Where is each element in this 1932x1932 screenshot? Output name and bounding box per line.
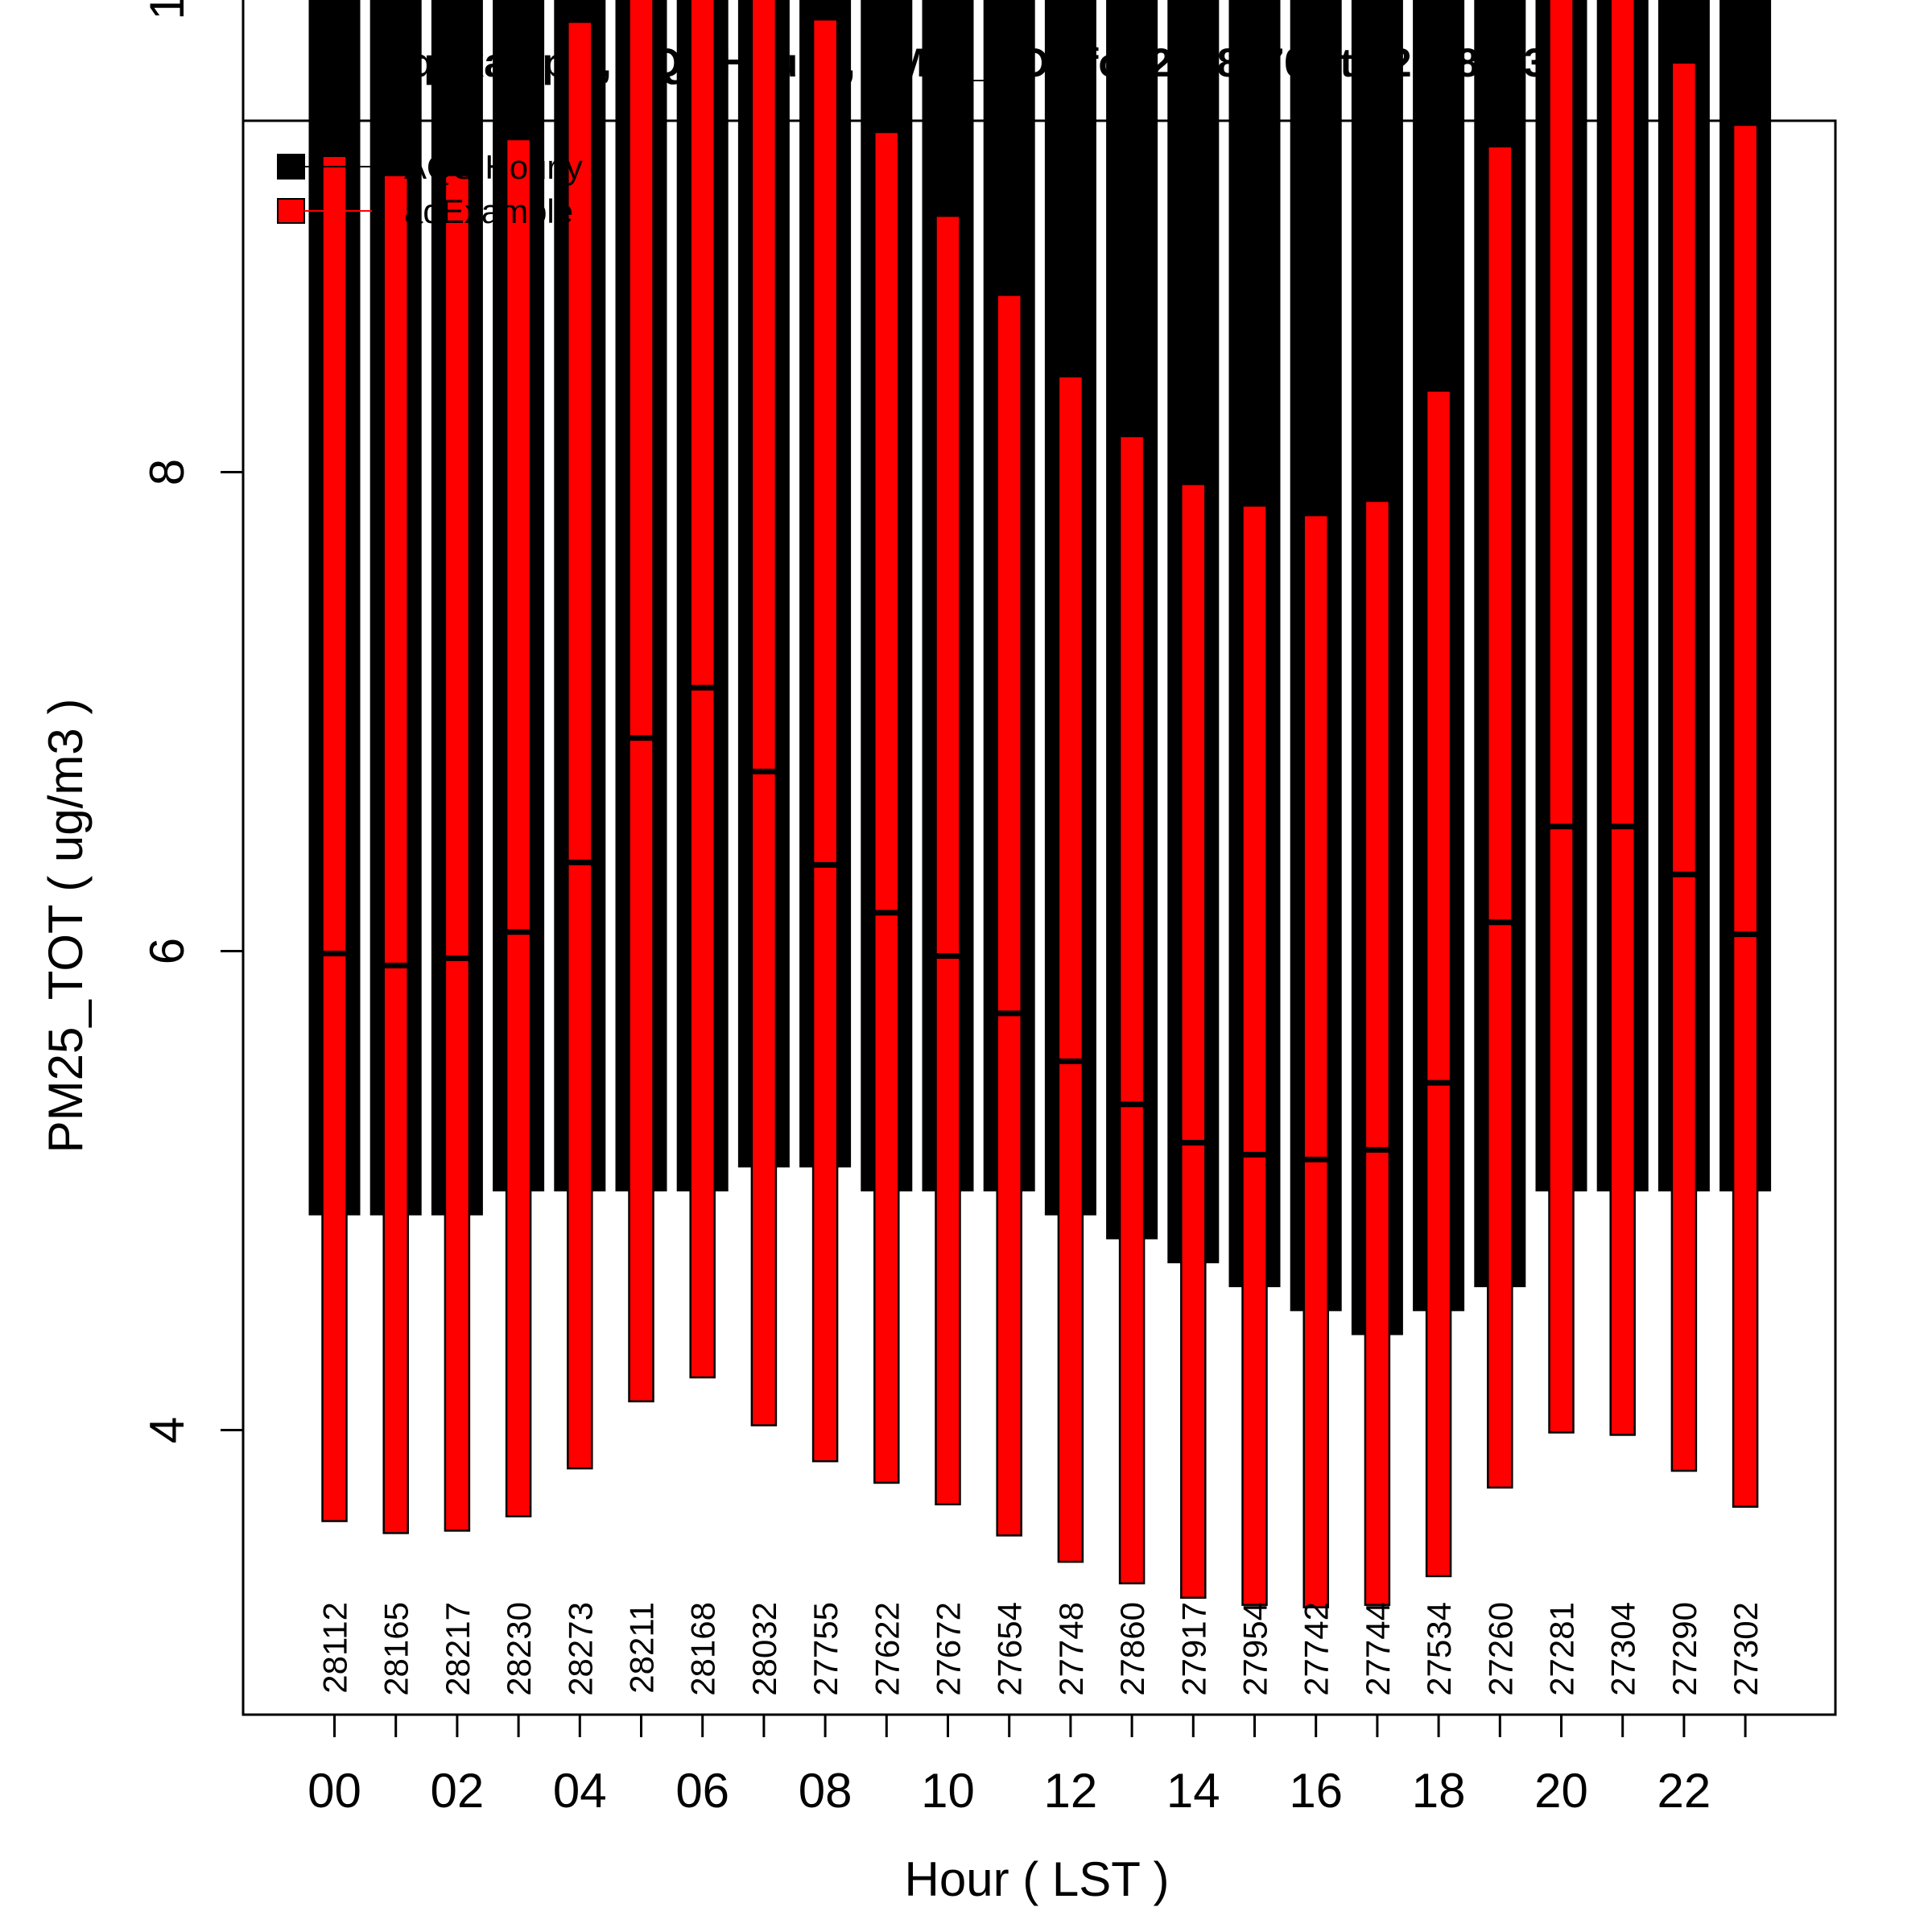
x-tick-label-22: 22 [1657,1764,1711,1818]
box-aqexample-hour-07 [750,0,778,1426]
x-tick-label-02: 02 [431,1764,485,1818]
count-label-hour-09: 27622 [868,1602,906,1696]
box-aqexample-hour-03 [505,138,532,1517]
count-label-hour-14: 27917 [1174,1602,1212,1696]
count-label-hour-23: 27302 [1727,1602,1765,1696]
count-label-hour-22: 27290 [1666,1602,1703,1696]
x-tick-label-08: 08 [799,1764,852,1818]
count-label-hour-17: 27744 [1359,1602,1397,1696]
count-label-hour-07: 28032 [745,1602,783,1696]
y-tick-label-4: 4 [140,1417,194,1443]
y-axis-label: PM25_TOT ( ug/m3 ) [39,699,93,1154]
box-aqexample-hour-19 [1487,145,1513,1489]
box-aqexample-hour-14 [1180,483,1207,1599]
count-label-hour-15: 27954 [1236,1602,1274,1696]
y-tick-label-8: 8 [140,459,194,485]
legend-label-1: aqExample [404,192,573,230]
count-label-hour-13: 27860 [1113,1602,1151,1696]
x-tick-label-04: 04 [553,1764,607,1818]
count-label-hour-05: 28211 [623,1602,661,1694]
box-aqexample-hour-22 [1670,61,1698,1472]
x-tick-label-12: 12 [1044,1764,1098,1818]
x-tick-label-10: 10 [921,1764,975,1818]
box-aqexample-hour-11 [996,294,1022,1537]
count-labels: 28112 28165 28217 28230 28273 28211 28168 28032… [316,1602,1765,1696]
count-label-hour-02: 28217 [439,1602,477,1696]
box-aqexample-hour-18 [1425,390,1452,1578]
box-aqexample-hour-08 [811,18,839,1463]
count-label-hour-01: 28165 [378,1602,415,1696]
x-axis-label: Hour ( LST ) [905,1852,1170,1906]
x-tick-label-06: 06 [675,1764,729,1818]
count-label-hour-18: 27534 [1420,1602,1458,1696]
legend-swatch-0 [277,154,305,180]
y-tick-label-10: 10 [140,0,194,20]
box-aqexample-hour-15 [1241,504,1268,1606]
count-label-hour-08: 27755 [807,1602,844,1696]
count-label-hour-04: 28273 [561,1602,599,1696]
box-aqexample-hour-21 [1609,0,1636,1436]
box-aqexample-hour-02 [444,174,471,1532]
box-aqexample-hour-13 [1118,435,1146,1585]
legend: AQS Hourly aqExample [277,148,583,230]
box-aqexample-hour-00 [321,155,348,1522]
box-aqexample-hour-17 [1364,499,1391,1606]
count-label-hour-16: 27742 [1298,1602,1335,1696]
count-label-hour-21: 27304 [1604,1602,1642,1696]
x-tick-label-16: 16 [1289,1764,1343,1818]
x-tick-label-18: 18 [1412,1764,1466,1818]
count-label-hour-11: 27654 [991,1602,1029,1696]
legend-label-0: AQS Hourly [404,148,583,186]
box-aqexample-hour-10 [935,214,961,1505]
count-label-hour-19: 27260 [1481,1602,1519,1696]
count-label-hour-20: 27281 [1543,1602,1581,1696]
legend-swatch-1 [277,198,305,224]
box-aqexample-hour-09 [873,130,900,1484]
count-label-hour-00: 28112 [316,1602,354,1694]
count-label-hour-06: 28168 [684,1602,722,1696]
box-aqexample-hour-16 [1302,514,1329,1608]
x-tick-label-20: 20 [1534,1764,1588,1818]
box-aqexample-hour-23 [1732,123,1759,1508]
x-axis: 00 02 04 06 08 10 12 14 16 18 20 22 [308,1713,1747,1818]
count-label-hour-03: 28230 [500,1602,538,1696]
x-tick-label-14: 14 [1166,1764,1220,1818]
box-aqexample-hour-04 [567,20,593,1470]
box-aqexample-hour-12 [1057,375,1084,1563]
count-label-hour-10: 27672 [930,1602,968,1696]
y-axis: 468101214 [140,0,245,1443]
box-aqexample-hour-05 [628,0,654,1403]
box-group [308,0,1772,1608]
box-aqexample-hour-20 [1548,0,1575,1434]
x-tick-label-00: 00 [308,1764,361,1818]
box-aqexample-hour-01 [382,174,409,1534]
y-tick-label-6: 6 [140,938,194,964]
count-label-hour-12: 27748 [1052,1602,1090,1696]
